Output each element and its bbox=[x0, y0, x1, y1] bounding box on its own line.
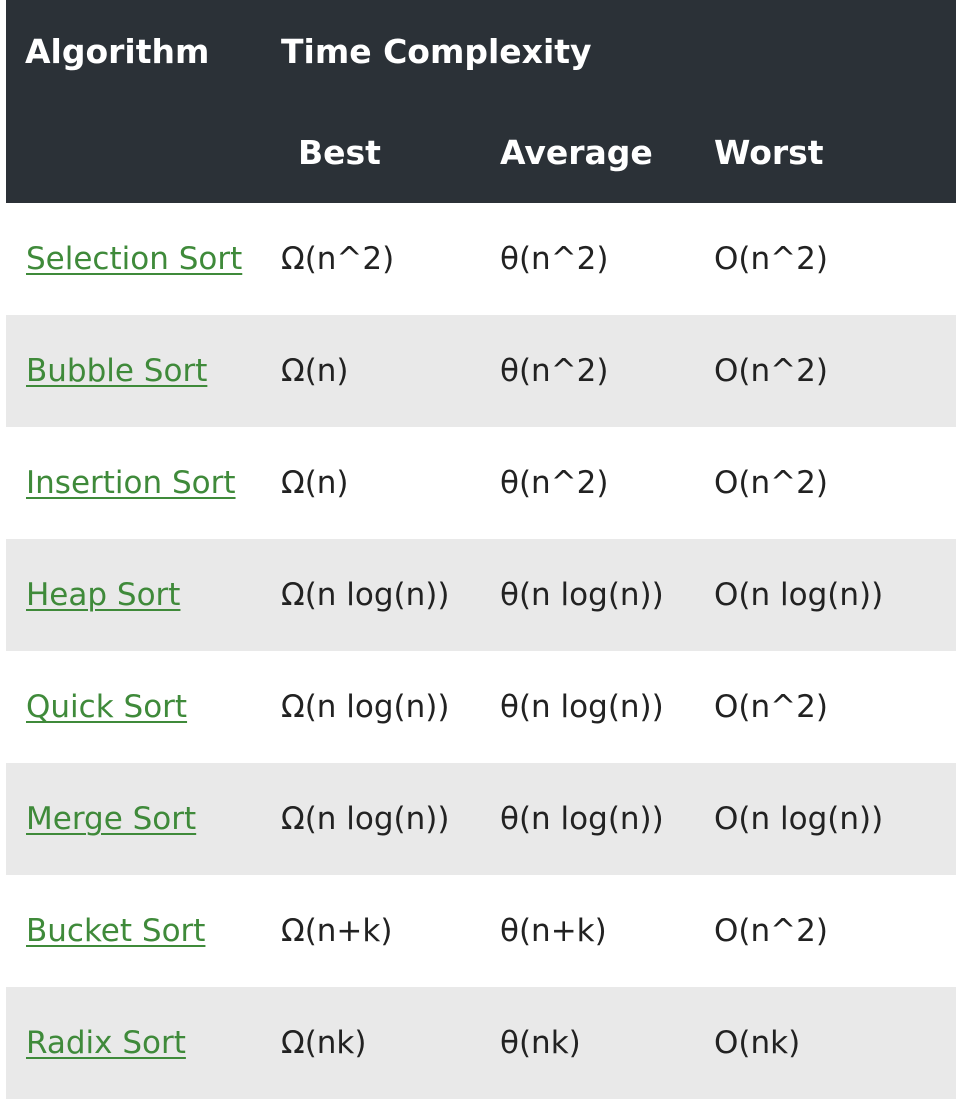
complexity-table-container: Algorithm Time Complexity Best Average W… bbox=[6, 0, 957, 1099]
algorithm-cell: Insertion Sort bbox=[6, 427, 262, 539]
header-row-sub: Best Average Worst bbox=[6, 102, 957, 203]
table-row: Bucket Sort Ω(n+k) θ(n+k) O(n^2) bbox=[6, 875, 957, 987]
average-cell: θ(n^2) bbox=[500, 241, 609, 277]
worst-cell: O(n^2) bbox=[714, 465, 828, 501]
algorithm-cell: Radix Sort bbox=[6, 987, 262, 1099]
table-row: Merge Sort Ω(n log(n)) θ(n log(n)) O(n l… bbox=[6, 763, 957, 875]
worst-cell: O(n log(n)) bbox=[714, 577, 884, 613]
worst-cell: O(n log(n)) bbox=[714, 801, 884, 837]
table-row: Selection Sort Ω(n^2) θ(n^2) O(n^2) bbox=[6, 203, 957, 315]
best-cell: Ω(n log(n)) bbox=[281, 689, 450, 725]
algorithm-link[interactable]: Merge Sort bbox=[26, 801, 197, 837]
algorithm-link[interactable]: Insertion Sort bbox=[26, 465, 236, 501]
table-row: Quick Sort Ω(n log(n)) θ(n log(n)) O(n^2… bbox=[6, 651, 957, 763]
best-cell: Ω(n+k) bbox=[281, 913, 393, 949]
average-cell: θ(n log(n)) bbox=[500, 577, 664, 613]
header-row-top: Algorithm Time Complexity bbox=[6, 0, 957, 102]
average-cell: θ(nk) bbox=[500, 1025, 581, 1061]
best-cell: Ω(nk) bbox=[281, 1025, 367, 1061]
algorithm-link[interactable]: Radix Sort bbox=[26, 1025, 186, 1061]
header-average: Average bbox=[500, 133, 653, 172]
algorithm-cell: Bubble Sort bbox=[6, 315, 262, 427]
worst-cell: O(n^2) bbox=[714, 241, 828, 277]
algorithm-cell: Selection Sort bbox=[6, 203, 262, 315]
header-worst: Worst bbox=[714, 133, 824, 172]
table-row: Radix Sort Ω(nk) θ(nk) O(nk) bbox=[6, 987, 957, 1099]
algorithm-cell: Quick Sort bbox=[6, 651, 262, 763]
header-algorithm: Algorithm bbox=[25, 31, 210, 71]
worst-cell: O(nk) bbox=[714, 1025, 801, 1061]
algorithm-cell: Bucket Sort bbox=[6, 875, 262, 987]
best-cell: Ω(n log(n)) bbox=[281, 801, 450, 837]
average-cell: θ(n log(n)) bbox=[500, 801, 664, 837]
average-cell: θ(n+k) bbox=[500, 913, 607, 949]
average-cell: θ(n^2) bbox=[500, 465, 609, 501]
best-cell: Ω(n log(n)) bbox=[281, 577, 450, 613]
best-cell: Ω(n) bbox=[281, 465, 349, 501]
worst-cell: O(n^2) bbox=[714, 913, 828, 949]
table-row: Insertion Sort Ω(n) θ(n^2) O(n^2) bbox=[6, 427, 957, 539]
algorithm-cell: Heap Sort bbox=[6, 539, 262, 651]
header-best: Best bbox=[298, 133, 381, 172]
average-cell: θ(n^2) bbox=[500, 353, 609, 389]
algorithm-cell: Merge Sort bbox=[6, 763, 262, 875]
complexity-table: Algorithm Time Complexity Best Average W… bbox=[6, 0, 957, 1099]
worst-cell: O(n^2) bbox=[714, 689, 828, 725]
algorithm-link[interactable]: Bubble Sort bbox=[26, 353, 208, 389]
table-row: Heap Sort Ω(n log(n)) θ(n log(n)) O(n lo… bbox=[6, 539, 957, 651]
best-cell: Ω(n) bbox=[281, 353, 349, 389]
average-cell: θ(n log(n)) bbox=[500, 689, 664, 725]
header-empty-cell bbox=[6, 102, 262, 203]
algorithm-link[interactable]: Heap Sort bbox=[26, 577, 181, 613]
table-body: Selection Sort Ω(n^2) θ(n^2) O(n^2) Bubb… bbox=[6, 203, 957, 1099]
best-cell: Ω(n^2) bbox=[281, 241, 395, 277]
algorithm-link[interactable]: Bucket Sort bbox=[26, 913, 206, 949]
algorithm-link[interactable]: Selection Sort bbox=[26, 241, 243, 277]
algorithm-link[interactable]: Quick Sort bbox=[26, 689, 188, 725]
table-row: Bubble Sort Ω(n) θ(n^2) O(n^2) bbox=[6, 315, 957, 427]
table-header: Algorithm Time Complexity Best Average W… bbox=[6, 0, 957, 203]
header-time-complexity: Time Complexity bbox=[281, 31, 592, 71]
worst-cell: O(n^2) bbox=[714, 353, 828, 389]
